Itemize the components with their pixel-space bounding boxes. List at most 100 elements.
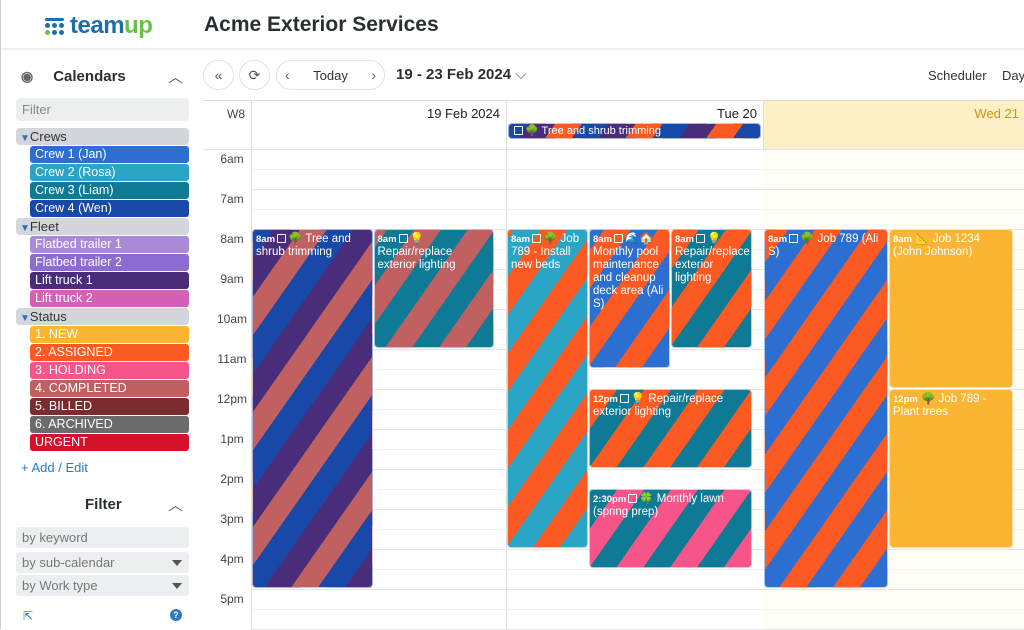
copy-icon [696,234,706,243]
subcalendar-item[interactable]: Flatbed trailer 2 [30,254,189,271]
hour-label: 4pm [220,552,244,566]
subcalendar-item[interactable]: 2. ASSIGNED [30,344,189,361]
caret-down-icon: ▼ [20,313,30,324]
event-title: Job 789 (Ali S) [768,233,879,258]
event-card[interactable]: 12pm 🌳 Job 789 - Plant trees [889,389,1013,548]
event-card[interactable]: 8am 💡 Repair/replace exterior lighting [373,229,494,348]
prev-button[interactable]: ‹ [285,67,290,83]
caret-down-icon: ▼ [20,223,30,234]
teamup-logo[interactable]: teamup [45,12,153,40]
date-nav: ‹ Today › [276,60,385,90]
copy-icon [277,234,287,243]
today-button[interactable]: Today [313,67,348,83]
allday-event[interactable]: 🌳 Tree and shrub trimming [508,123,761,139]
subcalendar-item[interactable]: Crew 4 (Wen) [30,200,189,217]
hour-label: 3pm [220,512,244,526]
subcalendar-item[interactable]: Crew 2 (Rosa) [30,164,189,181]
chevron-up-icon[interactable]: ︿ [167,497,183,514]
view-day[interactable]: Day [1002,68,1024,83]
group-status[interactable]: ▼Status [16,308,189,325]
chevron-up-icon[interactable]: ︿ [167,69,183,86]
event-icon: 🌊🏠 [625,233,654,245]
event-card[interactable]: 8am 💡 Repair/replace exterior lighting [671,229,752,348]
event-title: Job 789 - Install new beds [511,233,580,271]
event-title: Monthly pool maintenance and cleanup dec… [593,246,664,310]
refresh-button[interactable]: ⟳ [239,60,270,90]
copy-icon [789,234,799,243]
hour-label: 10am [216,312,248,326]
next-button[interactable]: › [371,67,376,83]
day-header[interactable]: Wed 21 [763,101,1024,149]
hour-label: 1pm [220,432,244,446]
event-icon: 💡 [409,233,424,245]
subcalendar-item[interactable]: Crew 3 (Liam) [30,182,189,199]
subcalendar-item[interactable]: Flatbed trailer 1 [30,236,189,253]
subcalendar-item[interactable]: Lift truck 2 [30,290,189,307]
subcalendar-item[interactable]: 1. NEW [30,326,189,343]
event-icon: 💡 [707,233,722,245]
hour-label: 6am [220,152,244,166]
day-header[interactable]: 19 Feb 2024 [251,101,506,149]
eye-icon[interactable]: ◉ [21,68,34,84]
group-crews[interactable]: ▼Crews [16,128,189,145]
event-icon: 🌳 [800,233,815,245]
hour-label: 9am [220,272,244,286]
caret-down-icon [172,583,182,594]
event-card[interactable]: 8am 🌊🏠 Monthly pool maintenance and clean… [589,229,670,368]
app-header: teamup Acme Exterior Services [1,0,1024,50]
event-card[interactable]: 8am 🌳 Job 789 (Ali S) [764,229,888,588]
filter-header[interactable]: Filter ︿ [85,496,183,514]
event-card[interactable]: 8am 🌳 Tree and shrub trimming [252,229,373,588]
event-icon: 💡 [630,393,646,405]
help-icon[interactable]: ? [170,609,182,621]
subcalendar-item[interactable]: 6. ARCHIVED [30,416,189,433]
week-number: W8 [227,107,245,121]
subcalendar-item[interactable]: 5. BILLED [30,398,189,415]
event-icon: 📐 [915,233,930,245]
event-title: Job 789 - Plant trees [893,393,987,418]
calendar-title: Acme Exterior Services [204,13,439,36]
copy-icon [514,126,523,135]
event-card[interactable]: 2:30pm 🍀 Monthly lawn (spring prep) [589,489,752,568]
week-grid: W8 19 Feb 2024 Tue 20 Wed 21 6am 7am 8am 9am 10… [203,100,1024,630]
worktype-filter-select[interactable]: by Work type [16,575,189,596]
event-title: Repair/replace exterior lighting [377,246,456,271]
event-title: Monthly lawn (spring prep) [593,493,724,518]
view-scheduler[interactable]: Scheduler [928,68,987,83]
copy-icon [532,234,542,243]
subcalendar-item[interactable]: URGENT [30,434,189,451]
event-title: Repair/replace exterior lighting [593,393,724,418]
event-title: Tree and shrub trimming [256,233,351,258]
hour-label: 2pm [220,472,244,486]
event-card[interactable]: 12pm 💡 Repair/replace exterior lighting [589,389,752,468]
event-title: Repair/replace exterior lighting [675,246,750,284]
date-range-picker[interactable]: 19 - 23 Feb 2024 ⌵ [396,66,527,83]
keyword-filter-input[interactable]: by keyword [16,527,189,548]
share-icon[interactable]: ⇱ [23,609,34,623]
copy-icon [628,494,638,503]
subcalendar-item[interactable]: 3. HOLDING [30,362,189,379]
subcalendar-item[interactable]: Crew 1 (Jan) [30,146,189,163]
copy-icon [398,234,408,243]
add-edit-link[interactable]: + Add / Edit [21,460,88,475]
event-title: Job 1234 (John Johnson) [893,233,981,258]
event-icon: 🍀 [639,493,654,505]
calendars-header[interactable]: ◉ Calendars ︿ [21,68,183,86]
caret-down-icon [172,560,182,571]
copy-icon [614,234,624,243]
subcalendar-filter-select[interactable]: by sub-calendar [16,552,189,573]
subcalendar-item[interactable]: 4. COMPLETED [30,380,189,397]
calendar-filter-input[interactable]: Filter [16,98,189,121]
copy-icon [619,394,629,403]
collapse-sidebar-button[interactable]: « [203,60,234,90]
subcalendar-item[interactable]: Lift truck 1 [30,272,189,289]
hour-label: 12pm [216,392,248,406]
group-fleet[interactable]: ▼Fleet [16,218,189,235]
day-header[interactable]: Tue 20 [506,101,763,149]
event-card[interactable]: 8am 📐 Job 1234 (John Johnson) [889,229,1013,388]
logo-icon [45,17,64,35]
event-icon: 🌳 [543,233,558,245]
event-card[interactable]: 8am 🌳 Job 789 - Install new beds [507,229,588,548]
hour-label: 5pm [220,592,244,606]
event-icon: 🌳 [288,233,303,245]
